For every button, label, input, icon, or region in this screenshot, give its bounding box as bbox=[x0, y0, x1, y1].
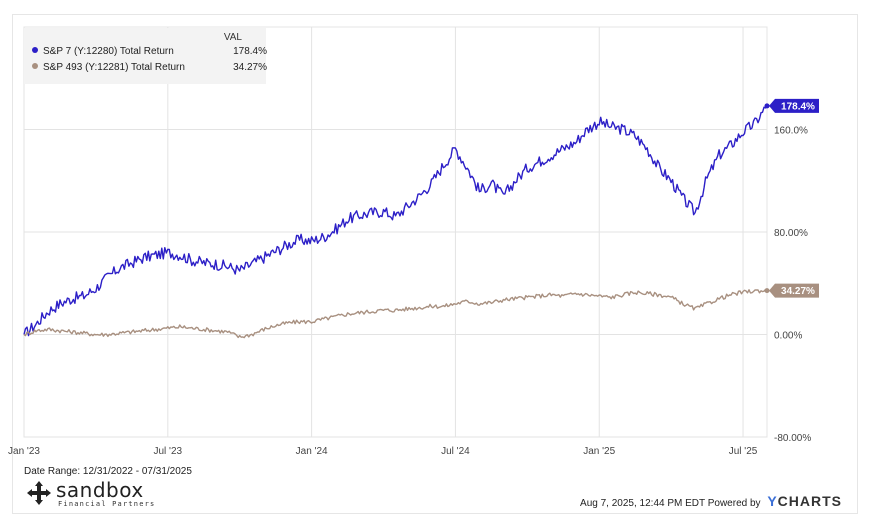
brand-name: sandbox bbox=[56, 478, 144, 502]
legend-header: VAL bbox=[223, 32, 242, 43]
x-tick-label: Jul '23 bbox=[154, 446, 183, 457]
legend: VAL S&P 7 (Y:12280) Total Return 178.4% … bbox=[24, 28, 267, 84]
x-tick-label: Jan '23 bbox=[8, 446, 40, 457]
grid-lines bbox=[23, 26, 768, 438]
ycharts-logo-rest: CHARTS bbox=[777, 493, 842, 509]
x-tick-label: Jul '25 bbox=[729, 446, 758, 457]
sandbox-cross-icon bbox=[27, 481, 51, 505]
brand-subtitle: Financial Partners bbox=[58, 500, 156, 508]
legend-row-sp493[interactable]: S&P 493 (Y:12281) Total Return 34.27% bbox=[32, 62, 267, 73]
series-end-badge bbox=[769, 98, 819, 113]
x-tick-label: Jan '24 bbox=[296, 446, 328, 457]
date-range: Date Range: 12/31/2022 - 07/31/2025 bbox=[24, 466, 192, 477]
series-end-point bbox=[764, 103, 770, 109]
series-end-label: 34.27% bbox=[781, 286, 815, 297]
ycharts-logo-y: Y bbox=[767, 493, 778, 509]
series-end-label: 178.4% bbox=[781, 101, 815, 112]
y-tick-label: 160.0% bbox=[774, 126, 808, 137]
legend-label: S&P 7 (Y:12280) Total Return bbox=[43, 46, 174, 57]
x-tick-label: Jul '24 bbox=[441, 446, 470, 457]
series-end-point bbox=[764, 288, 770, 294]
legend-value: 178.4% bbox=[233, 46, 267, 57]
y-tick-label: 80.00% bbox=[774, 228, 808, 239]
end-labels: 178.4% 34.27% bbox=[764, 98, 819, 298]
x-tick-label: Jan '25 bbox=[583, 446, 615, 457]
chart-frame bbox=[12, 14, 858, 514]
legend-dot-icon bbox=[32, 63, 38, 69]
series-line-sp7 bbox=[23, 105, 768, 337]
x-axis-ticks: Jan '23 Jul '23 Jan '24 Jul '24 Jan '25 Jul '… bbox=[8, 446, 758, 457]
footer: Aug 7, 2025, 12:44 PM EDT Powered by YCH… bbox=[580, 493, 842, 509]
series-lines bbox=[23, 105, 768, 339]
y-tick-label: -80.00% bbox=[774, 433, 811, 444]
series-line-sp493 bbox=[23, 288, 768, 339]
legend-dot-icon bbox=[32, 47, 38, 53]
ycharts-logo[interactable]: YCHARTS bbox=[767, 493, 842, 509]
y-axis-ticks: 160.0% 80.00% 0.00% -80.00% bbox=[774, 126, 811, 445]
series-end-badge bbox=[769, 283, 819, 298]
legend-value: 34.27% bbox=[233, 62, 267, 73]
legend-label: S&P 493 (Y:12281) Total Return bbox=[43, 62, 185, 73]
footer-text: Aug 7, 2025, 12:44 PM EDT Powered by bbox=[580, 498, 761, 509]
legend-row-sp7[interactable]: S&P 7 (Y:12280) Total Return 178.4% bbox=[32, 46, 267, 57]
y-tick-label: 0.00% bbox=[774, 331, 802, 342]
